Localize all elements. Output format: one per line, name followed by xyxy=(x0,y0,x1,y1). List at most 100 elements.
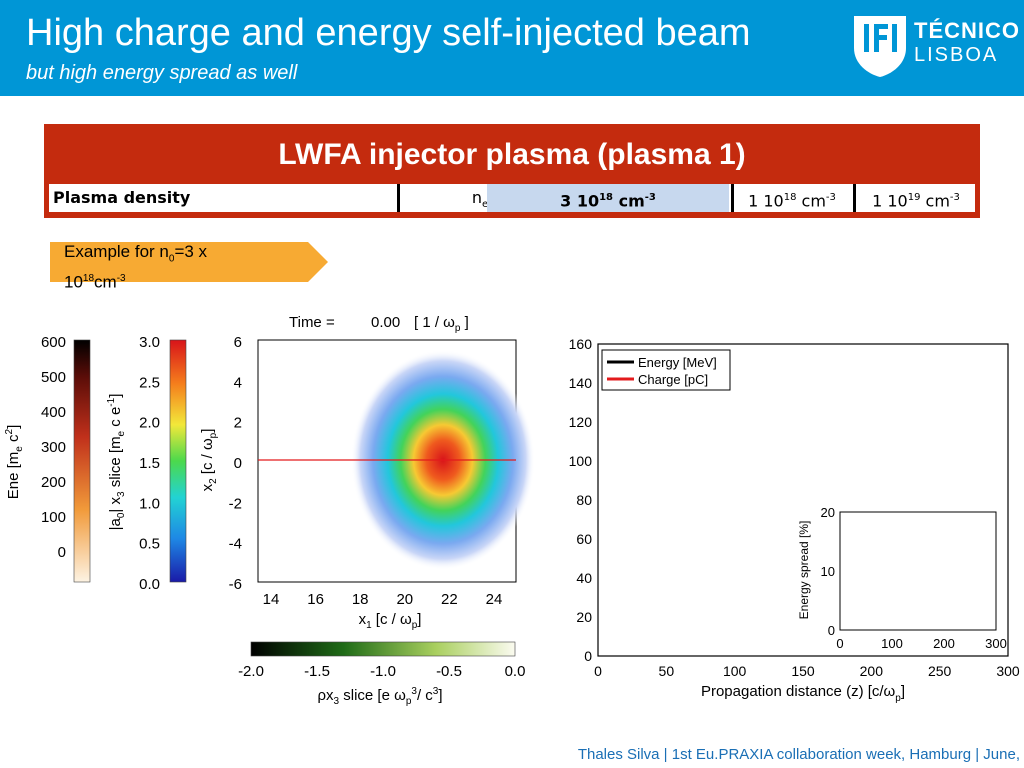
inset-y-tick-label: 10 xyxy=(821,564,835,579)
legend-charge-label: Charge [pC] xyxy=(638,372,708,387)
tick-label: 200 xyxy=(41,474,66,491)
tick-label: 500 xyxy=(41,369,66,386)
tick-label: 18 xyxy=(352,591,369,608)
tick-label: -2.0 xyxy=(238,663,264,680)
rho-colorbar xyxy=(250,641,516,657)
chart-x-axis-label: Propagation distance (z) [c/ωp] xyxy=(701,683,905,704)
cell-divider xyxy=(853,184,856,212)
y-tick-label: 0 xyxy=(584,648,592,664)
tick-label: -1.0 xyxy=(370,663,396,680)
ist-shield-icon xyxy=(854,16,906,77)
y-tick-label: 20 xyxy=(576,609,592,625)
tick-label: 0.0 xyxy=(139,576,160,593)
density-value-highlight: 3 1018 cm-3 xyxy=(487,184,729,212)
slide-header: High charge and energy self-injected bea… xyxy=(0,0,1024,96)
tick-label: 0 xyxy=(234,455,242,472)
inset-y-tick-label: 20 xyxy=(821,505,835,520)
a0-axis-label: |a0| x3 slice [me c e-1] xyxy=(106,394,127,531)
tick-label: 1.0 xyxy=(139,495,160,512)
x2-ticks: 6 4 2 0 -2 -4 -6 xyxy=(229,334,242,593)
y-tick-label: 120 xyxy=(569,414,593,430)
tick-label: 24 xyxy=(486,591,503,608)
x-tick-label: 300 xyxy=(996,663,1020,679)
rho-colorbar-ticks: -2.0 -1.5 -1.0 -0.5 0.0 xyxy=(238,663,525,680)
tick-label: -1.5 xyxy=(304,663,330,680)
logo-line1: TÉCNICO xyxy=(914,18,1020,43)
tick-label: 6 xyxy=(234,334,242,351)
tick-label: 0.0 xyxy=(505,663,526,680)
y-tick-label: 100 xyxy=(569,453,593,469)
callout-text: Example for n0=3 x 1018cm-3 xyxy=(64,242,208,293)
inset-y-ticks: 0 10 20 xyxy=(821,505,835,638)
tick-label: 20 xyxy=(396,591,413,608)
inset-x-tick-label: 300 xyxy=(985,636,1007,651)
tick-label: -0.5 xyxy=(436,663,462,680)
slide-subtitle: but high energy spread as well xyxy=(26,62,298,84)
x1-axis-label: x1 [c / ωp] xyxy=(359,611,422,631)
time-label: Time = xyxy=(289,314,335,331)
tick-label: 16 xyxy=(307,591,324,608)
y-tick-label: 60 xyxy=(576,531,592,547)
tick-label: 22 xyxy=(441,591,458,608)
tick-label: -4 xyxy=(229,536,242,553)
tick-label: 600 xyxy=(41,334,66,351)
logo-line2: LISBOA xyxy=(914,44,999,66)
chart-y-ticks: 0 20 40 60 80 100 120 140 160 xyxy=(569,336,593,664)
density-symbol: ne xyxy=(471,188,489,211)
cell-divider xyxy=(731,184,734,212)
arrow-shape-icon xyxy=(50,242,328,282)
a0-colorbar-ticks: 3.0 2.5 2.0 1.5 1.0 0.5 0.0 xyxy=(139,334,160,593)
x1-ticks: 14 16 18 20 22 24 xyxy=(263,591,503,608)
time-value: 0.00 xyxy=(371,314,400,331)
tick-label: 4 xyxy=(234,374,242,391)
inset-x-tick-label: 0 xyxy=(836,636,843,651)
tick-label: 2.5 xyxy=(139,374,160,391)
density-value-2: 1 1018 cm-3 xyxy=(748,191,836,211)
simulation-figure: Time = 0.00 [ 1 / ωp ] 60050040030020010… xyxy=(4,314,535,707)
tick-label: 2 xyxy=(234,415,242,432)
x-tick-label: 0 xyxy=(594,663,602,679)
x-tick-label: 100 xyxy=(723,663,747,679)
plasma-table: LWFA injector plasma (plasma 1) Plasma d… xyxy=(44,124,980,218)
x-tick-label: 150 xyxy=(791,663,815,679)
y-tick-label: 140 xyxy=(569,375,593,391)
energy-colorbar-ticks: 600 500 400 300 200 100 0 xyxy=(41,334,66,561)
x2-axis-label: x2 [c / ωp] xyxy=(199,429,219,492)
x-tick-label: 200 xyxy=(860,663,884,679)
tick-label: 2.0 xyxy=(139,415,160,432)
chart-legend xyxy=(601,349,731,391)
inset-plot-area xyxy=(839,511,997,631)
tick-label: 400 xyxy=(41,404,66,421)
tick-label: -6 xyxy=(229,576,242,593)
row-label: Plasma density xyxy=(53,188,191,207)
y-tick-label: 80 xyxy=(576,492,592,508)
y-tick-label: 40 xyxy=(576,570,592,586)
time-unit: [ 1 / ωp ] xyxy=(414,314,469,334)
tick-label: 0 xyxy=(58,544,66,561)
example-callout: Example for n0=3 x 1018cm-3 xyxy=(50,242,328,292)
legend-energy-label: Energy [MeV] xyxy=(638,355,717,370)
tick-label: 1.5 xyxy=(139,455,160,472)
inset-y-tick-label: 0 xyxy=(828,623,835,638)
tick-label: 100 xyxy=(41,509,66,526)
energy-colorbar xyxy=(73,339,91,583)
table-title: LWFA injector plasma (plasma 1) xyxy=(278,138,746,171)
table-row: Plasma density ne 3 1018 cm-3 1 1018 cm-… xyxy=(49,184,975,212)
slide-title: High charge and energy self-injected bea… xyxy=(26,12,751,54)
tick-label: 0.5 xyxy=(139,536,160,553)
footer-credit: Thales Silva | 1st Eu.PRAXIA collaborati… xyxy=(577,746,1020,763)
tecnico-lisboa-logo: TÉCNICO LISBOA xyxy=(852,14,1019,78)
tick-label: -2 xyxy=(229,495,242,512)
cell-divider xyxy=(397,184,400,212)
y-tick-label: 160 xyxy=(569,336,593,352)
tick-label: 3.0 xyxy=(139,334,160,351)
energy-axis-label: Ene [me c2] xyxy=(4,425,25,500)
a0-colorbar xyxy=(169,339,187,583)
inset-y-axis-label: Energy spread [%] xyxy=(797,521,811,620)
tick-label: 14 xyxy=(263,591,280,608)
inset-x-ticks: 0 100 200 300 xyxy=(836,636,1006,651)
tick-label: 300 xyxy=(41,439,66,456)
x-tick-label: 50 xyxy=(659,663,675,679)
x-tick-label: 250 xyxy=(928,663,952,679)
